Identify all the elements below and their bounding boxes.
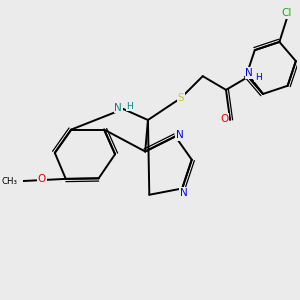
Text: N: N bbox=[176, 130, 183, 140]
Text: CH₃: CH₃ bbox=[1, 177, 17, 186]
Text: O: O bbox=[220, 114, 228, 124]
Text: S: S bbox=[178, 93, 184, 103]
Text: N: N bbox=[180, 188, 188, 198]
Text: Cl: Cl bbox=[281, 8, 292, 18]
Text: N: N bbox=[115, 103, 122, 113]
Text: O: O bbox=[38, 174, 46, 184]
Text: H: H bbox=[126, 102, 133, 111]
Text: N: N bbox=[245, 68, 253, 78]
Text: H: H bbox=[255, 73, 261, 82]
